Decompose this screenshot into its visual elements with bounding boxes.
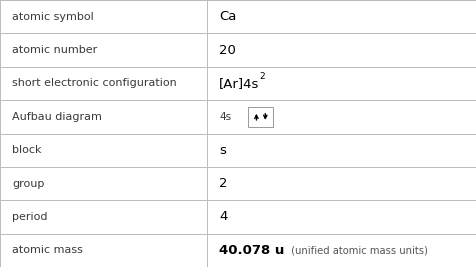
Text: atomic number: atomic number [12,45,97,55]
Text: (unified atomic mass units): (unified atomic mass units) [288,245,428,255]
Text: Ca: Ca [219,10,237,23]
Text: 2: 2 [219,177,228,190]
Text: atomic mass: atomic mass [12,245,83,255]
Text: atomic symbol: atomic symbol [12,12,94,22]
Text: Aufbau diagram: Aufbau diagram [12,112,102,122]
Text: period: period [12,212,48,222]
Text: 4s: 4s [219,112,231,122]
Text: 2: 2 [259,72,265,81]
Text: group: group [12,179,44,189]
Text: block: block [12,145,41,155]
Text: 4: 4 [219,210,228,223]
Text: 20: 20 [219,44,236,57]
Text: [Ar]4s: [Ar]4s [219,77,259,90]
Text: 40.078 u: 40.078 u [219,244,284,257]
Bar [248,107,273,127]
Text: s: s [219,144,226,157]
Text: short electronic configuration: short electronic configuration [12,78,177,88]
